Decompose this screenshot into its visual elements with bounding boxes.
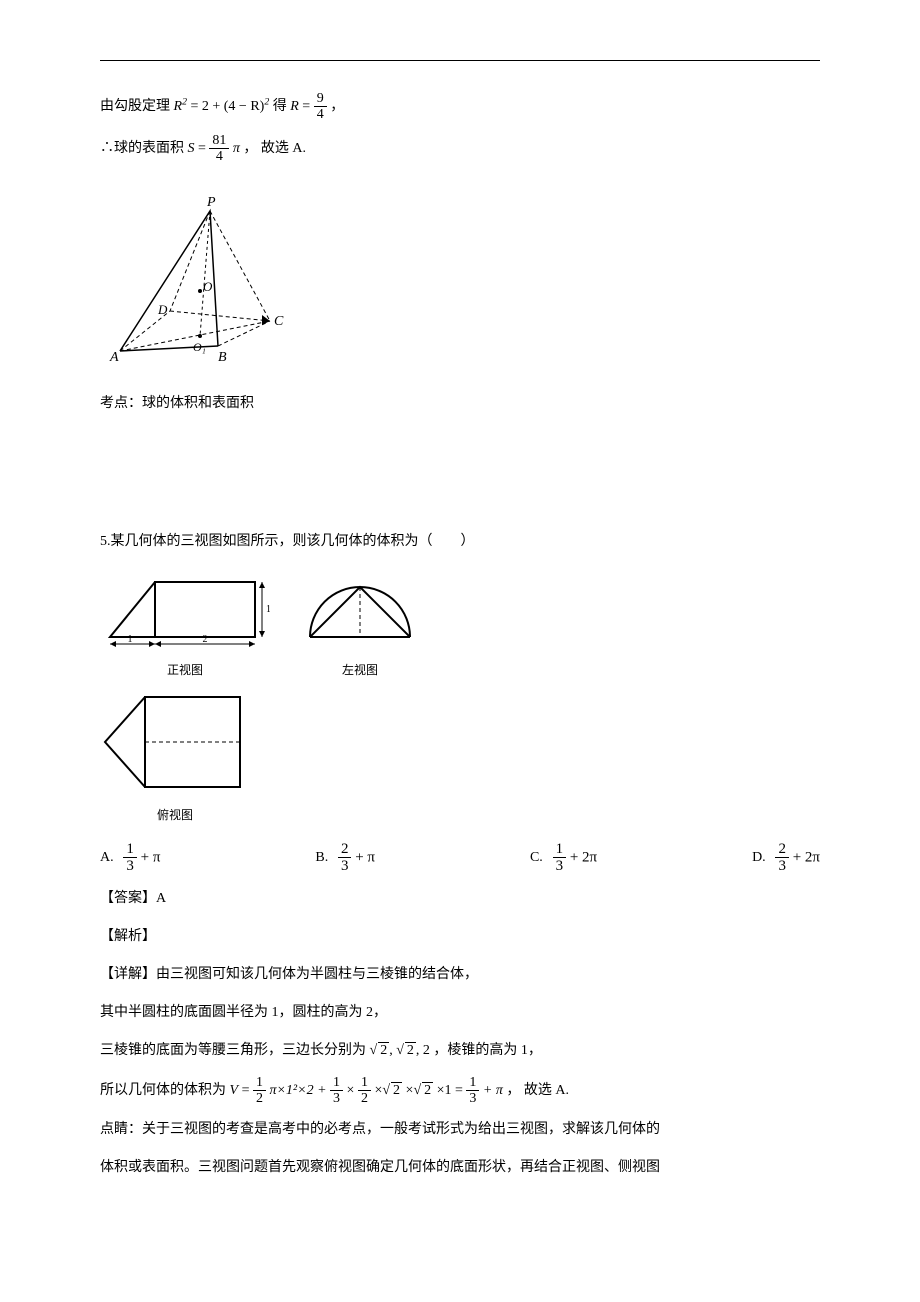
num: 81 bbox=[209, 133, 229, 149]
top-view: 俯视图 bbox=[100, 692, 820, 823]
svg-text:D: D bbox=[157, 302, 168, 317]
pi: π bbox=[233, 141, 240, 156]
eq: = bbox=[195, 141, 210, 156]
jiexi-heading: 【解析】 bbox=[100, 923, 820, 951]
svg-text:1: 1 bbox=[266, 604, 270, 615]
frac-9-4: 9 4 bbox=[314, 91, 327, 123]
label: A. bbox=[100, 850, 114, 865]
dianqing-1: 点睛：关于三视图的考查是高考中的必考点，一般考试形式为给出三视图，求解该几何体的 bbox=[100, 1116, 820, 1144]
den: 4 bbox=[209, 149, 229, 164]
text: ， bbox=[330, 99, 344, 114]
sqrt2-a: 2 bbox=[378, 1042, 389, 1058]
option-b: B. 23 + π bbox=[315, 841, 375, 875]
svg-text:O: O bbox=[203, 279, 213, 294]
svg-text:2: 2 bbox=[203, 634, 208, 645]
three-views: 1 2 1 正视图 左视图 bbox=[100, 572, 820, 823]
eq-part: = 2 + (4 − R) bbox=[187, 99, 264, 114]
text: ， 故选 A. bbox=[506, 1083, 569, 1098]
text: 由勾股定理 bbox=[100, 99, 170, 114]
var-S: S bbox=[188, 141, 195, 156]
sqrt2-b: 2 bbox=[405, 1042, 416, 1058]
svg-text:O₁: O₁ bbox=[193, 340, 206, 354]
answer-options: A. 13 + π B. 23 + π C. 13 + 2π D. 23 + 2… bbox=[100, 841, 820, 875]
text: 所以几何体的体积为 bbox=[100, 1083, 230, 1098]
explain-p1: 其中半圆柱的底面圆半径为 1，圆柱的高为 2， bbox=[100, 999, 820, 1027]
left-caption: 左视图 bbox=[300, 661, 420, 678]
step-surface-area: ∴球的表面积 S = 81 4 π ， 故选 A. bbox=[100, 133, 820, 165]
label: B. bbox=[315, 850, 328, 865]
pyramid-figure: P O D C A B O₁ bbox=[100, 181, 820, 376]
two: 2 bbox=[423, 1043, 430, 1058]
sup-2b: 2 bbox=[264, 96, 269, 107]
text: ， 故选 A. bbox=[243, 141, 306, 156]
front-view: 1 2 1 正视图 bbox=[100, 572, 270, 678]
var-V: V bbox=[230, 1083, 239, 1098]
option-a: A. 13 + π bbox=[100, 841, 160, 875]
svg-text:B: B bbox=[218, 350, 227, 365]
num: 9 bbox=[314, 91, 327, 107]
top-caption: 俯视图 bbox=[100, 806, 250, 823]
option-d: D. 23 + 2π bbox=[752, 841, 820, 875]
step-pythagoras: 由勾股定理 R2 = 2 + (4 − R)2 得 R = 9 4 ， bbox=[100, 91, 820, 123]
svg-text:A: A bbox=[109, 350, 119, 365]
option-c: C. 13 + 2π bbox=[530, 841, 597, 875]
label: C. bbox=[530, 850, 543, 865]
svg-text:C: C bbox=[274, 314, 284, 329]
svg-text:P: P bbox=[206, 195, 216, 210]
var-R: R bbox=[174, 99, 183, 114]
answer-line: 【答案】A bbox=[100, 885, 820, 913]
header-rule bbox=[100, 60, 820, 61]
left-view: 左视图 bbox=[300, 572, 420, 678]
dianqing-2: 体积或表面积。三视图问题首先观察俯视图确定几何体的底面形状，再结合正视图、侧视图 bbox=[100, 1154, 820, 1182]
term1: π×1²×2 + bbox=[269, 1083, 330, 1098]
volume-calc: 所以几何体的体积为 V = 12 π×1²×2 + 13 × 12 ×√2 ×√… bbox=[100, 1075, 820, 1107]
text: ∴球的表面积 bbox=[100, 141, 188, 156]
var-R2: R bbox=[290, 99, 299, 114]
text: 三棱锥的底面为等腰三角形，三边长分别为 bbox=[100, 1043, 366, 1058]
text: 得 bbox=[273, 99, 291, 114]
frac-81-4: 81 4 bbox=[209, 133, 229, 165]
front-caption: 正视图 bbox=[100, 661, 270, 678]
den: 4 bbox=[314, 107, 327, 122]
question-5: 5.某几何体的三视图如图所示，则该几何体的体积为（ ） bbox=[100, 528, 820, 556]
label: D. bbox=[752, 850, 766, 865]
explain-p2: 三棱锥的底面为等腰三角形，三边长分别为 √2, √2, 2 ，棱锥的高为 1， bbox=[100, 1037, 820, 1065]
svg-text:1: 1 bbox=[128, 634, 133, 645]
detail-line: 【详解】由三视图可知该几何体为半圆柱与三棱锥的结合体， bbox=[100, 961, 820, 989]
text: ，棱锥的高为 1， bbox=[433, 1043, 542, 1058]
kaodian-heading: 考点：球的体积和表面积 bbox=[100, 390, 820, 418]
